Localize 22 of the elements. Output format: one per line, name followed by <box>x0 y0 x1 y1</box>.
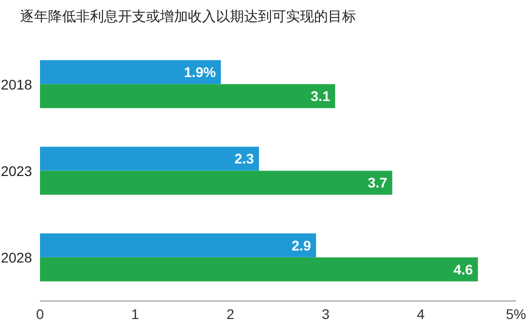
bar <box>40 84 336 108</box>
data-label: 2.3 <box>234 150 254 167</box>
x-tick-label: 1 <box>131 306 140 322</box>
data-label: 3.7 <box>368 174 388 191</box>
bar <box>40 257 478 282</box>
bar <box>40 170 392 195</box>
chart-title: 逐年降低非利息开支或增加收入以期达到可实现的目标 <box>19 8 357 27</box>
x-tick-label: 0 <box>36 306 44 322</box>
x-tick-label: 2 <box>226 306 234 322</box>
data-label: 4.6 <box>453 261 474 278</box>
y-tick-label: 2023 <box>0 162 32 179</box>
data-label: 3.1 <box>310 88 330 104</box>
data-label: 2.9 <box>292 237 312 254</box>
x-tick-label: 4 <box>416 306 425 322</box>
x-tick-label: 3 <box>322 306 330 322</box>
bar <box>40 233 316 258</box>
bar <box>40 60 221 84</box>
bar <box>40 146 259 171</box>
y-tick-label: 2018 <box>0 76 32 92</box>
y-tick-label: 2028 <box>0 250 32 266</box>
data-label: 1.9% <box>184 64 216 80</box>
x-tick-label: 5% <box>506 306 526 322</box>
